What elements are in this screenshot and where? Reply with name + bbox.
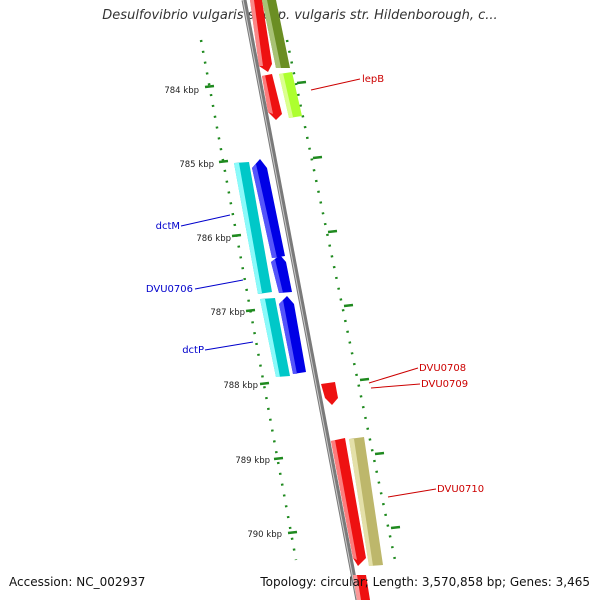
tick-label-789: 789 kbp [235,456,270,466]
label-DVU0709[interactable]: DVU0709 [421,379,468,390]
accession-text: Accession: NC_002937 [9,575,146,589]
label-DVU0708[interactable]: DVU0708 [419,363,466,374]
gene-DVU0708[interactable] [321,382,338,405]
tick-label-787: 787 kbp [210,308,245,318]
label-lepB[interactable]: lepB [362,74,384,85]
genome-summary-text: Topology: circular; Length: 3,570,858 bp… [260,575,590,589]
tick-label-784: 784 kbp [164,86,199,96]
label-dctM[interactable]: dctM [156,221,180,232]
map-title: Desulfovibrio vulgaris subsp. vulgaris s… [102,8,498,23]
tick-label-785: 785 kbp [179,160,214,170]
tick-label-788: 788 kbp [223,381,258,391]
tick-label-790: 790 kbp [247,530,282,540]
tick-label-786: 786 kbp [196,234,231,244]
genome-backbone [241,0,361,600]
kbp-major-ticks [204,84,298,535]
label-dctP[interactable]: dctP [182,345,204,356]
label-DVU0710[interactable]: DVU0710 [437,484,484,495]
inner-tick-ring [199,39,298,561]
outer-tick-ring [285,39,397,561]
label-DVU0706[interactable]: DVU0706 [146,284,193,295]
